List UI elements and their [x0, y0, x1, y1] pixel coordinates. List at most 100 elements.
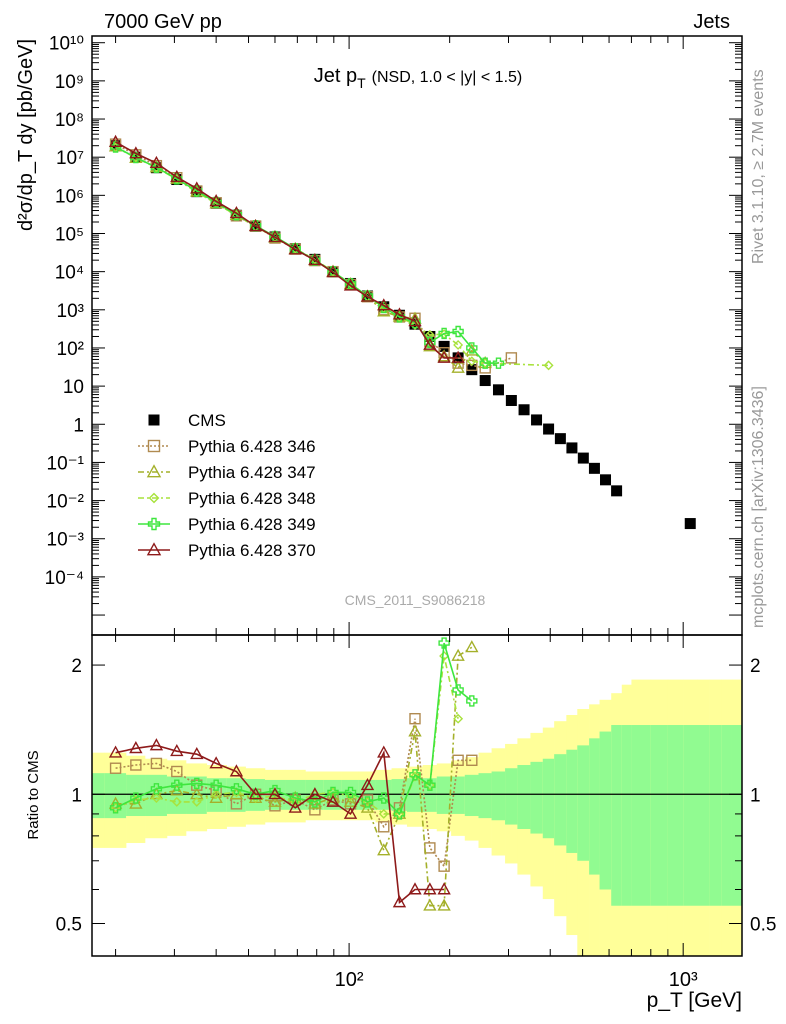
- ratio-band-inner: [145, 774, 168, 817]
- series-point-349: [424, 336, 436, 349]
- ratio-y-tick-label: 0.5: [56, 914, 82, 935]
- ratio-line-370: [115, 744, 445, 904]
- series-point-370: [248, 219, 263, 232]
- y-tick-label: 10¹⁰: [49, 34, 84, 55]
- ratio-point-349: [150, 783, 163, 795]
- series-point-370: [451, 350, 465, 363]
- series-point-370: [343, 278, 358, 291]
- series-point-348: [466, 356, 477, 367]
- ratio-band-inner: [517, 765, 531, 830]
- ratio-point-346: [378, 821, 390, 833]
- cms-data-point: [554, 433, 566, 445]
- y-tick-label: 10⁷: [56, 148, 84, 169]
- ratio-point-370: [343, 806, 358, 819]
- y-axis-label-ratio: Ratio to CMS: [25, 750, 42, 839]
- y-tick-label: 10⁹: [55, 72, 84, 93]
- ratio-y-tick-label-right: 0.5: [750, 914, 776, 935]
- ratio-point-347: [343, 794, 358, 807]
- ratio-band-inner: [566, 749, 578, 853]
- y-tick-label: 10⁻³: [47, 530, 85, 551]
- axes: 10² 10³ 10⁻⁴ 10⁻³ 10⁻² 10⁻¹ 1 10 10² 10³ 10⁴ 10⁵ 10⁶…: [45, 34, 777, 991]
- series-point-370: [308, 252, 322, 266]
- cms-data-point: [600, 474, 612, 486]
- ratio-point-370: [360, 777, 375, 791]
- cms-data-point: [611, 485, 623, 497]
- ratio-point-349: [344, 786, 357, 799]
- cms-data-point: [409, 318, 421, 330]
- cms-data-point: [566, 442, 578, 454]
- ratio-band-inner: [451, 776, 466, 814]
- x-axis-label: p_T [GeV]: [647, 989, 742, 1012]
- legend-label: CMS: [188, 411, 226, 430]
- series-point-349: [327, 265, 339, 278]
- ratio-band-inner: [530, 761, 544, 834]
- ratio-point-347: [408, 724, 422, 737]
- ratio-point-346: [438, 860, 450, 872]
- legend-marker-347: [146, 464, 162, 478]
- series-point-370: [129, 146, 143, 159]
- legend-marker-cms: [148, 414, 160, 426]
- ratio-point-349: [361, 796, 374, 808]
- ratio-point-347: [209, 790, 223, 803]
- ratio-point-370: [170, 743, 184, 757]
- legend-marker-370: [146, 542, 162, 556]
- ratio-point-370: [408, 882, 422, 895]
- ratio-point-348: [171, 796, 182, 807]
- ratio-band-inner: [599, 731, 612, 890]
- ratio-point-349: [130, 792, 142, 804]
- ratio-point-349: [452, 684, 464, 696]
- y-tick-label: 1: [73, 415, 84, 436]
- ratio-point-346: [409, 712, 421, 725]
- ratio-point-370: [209, 756, 223, 769]
- ratio-point-346: [130, 759, 142, 771]
- legend-marker-348: [148, 492, 160, 504]
- cms-data-point: [518, 404, 530, 416]
- ratio-band-inner: [667, 725, 684, 906]
- ratio-point-370: [248, 787, 263, 800]
- ratio-point-346: [171, 765, 183, 778]
- series-point-370: [326, 265, 340, 278]
- y-tick-label: 10⁻¹: [47, 453, 85, 474]
- ratio-band-inner: [721, 725, 733, 906]
- series-point-370: [423, 337, 437, 350]
- ratio-point-349: [466, 695, 478, 707]
- ratio-band-inner: [683, 725, 698, 906]
- plot-title-main: Jet p: [314, 65, 357, 87]
- series-point-370: [149, 155, 164, 169]
- ratio-band-inner: [92, 773, 105, 819]
- legend: CMS Pythia 6.428 346 Pythia 6.428 347 Pythi…: [138, 411, 316, 560]
- ratio-point-349: [327, 786, 339, 799]
- plot-title-sub: T: [357, 75, 366, 91]
- series-point-349: [479, 357, 491, 369]
- series-point-349: [289, 242, 301, 255]
- ratio-point-347: [423, 898, 437, 911]
- ratio-band-inner: [709, 725, 722, 906]
- ratio-point-348: [453, 713, 464, 724]
- series-point-347: [377, 304, 391, 317]
- y-tick-label: 10⁵: [55, 224, 84, 245]
- header-left: 7000 GeV pp: [104, 11, 222, 33]
- series-point-349: [452, 325, 464, 338]
- ratio-band-inner: [611, 725, 623, 906]
- series-point-346: [505, 352, 518, 364]
- ratio-point-349: [424, 779, 436, 791]
- ratio-point-370: [229, 764, 244, 777]
- header-right: Jets: [693, 11, 730, 33]
- ratio-point-370: [423, 882, 437, 895]
- series-point-370: [170, 169, 184, 183]
- ratio-point-370: [437, 882, 451, 895]
- ratio-point-347: [360, 800, 375, 813]
- cms-data-point: [588, 462, 600, 474]
- ratio-point-370: [129, 741, 143, 754]
- series-point-349: [249, 220, 262, 232]
- legend-label: Pythia 6.428 349: [188, 515, 316, 534]
- x-tick-label: 10³: [669, 969, 698, 991]
- series-point-370: [408, 314, 422, 327]
- ratio-point-347: [465, 640, 479, 653]
- ratio-point-349: [109, 802, 122, 814]
- ratio-point-370: [377, 745, 391, 758]
- legend-marker-349: [147, 517, 161, 531]
- ratio-point-349: [210, 779, 222, 791]
- ratio-point-347: [129, 796, 143, 809]
- series-point-370: [229, 206, 244, 219]
